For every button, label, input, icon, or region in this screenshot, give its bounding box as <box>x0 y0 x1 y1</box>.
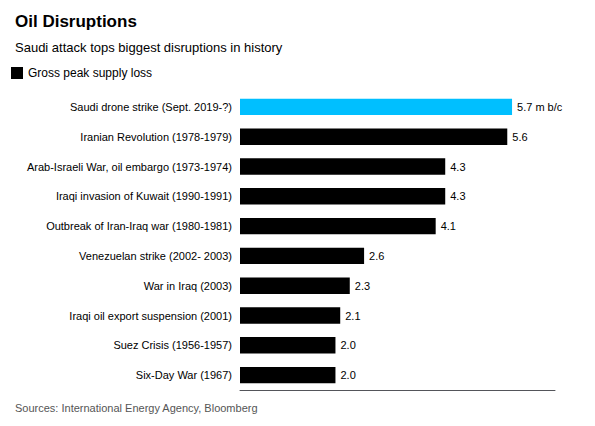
svg-text:4.3: 4.3 <box>450 190 465 202</box>
svg-text:Venezuelan strike (2002- 2003): Venezuelan strike (2002- 2003) <box>79 250 232 262</box>
svg-text:Outbreak of Iran-Iraq war (198: Outbreak of Iran-Iraq war (1980-1981) <box>46 220 232 232</box>
svg-text:4.1: 4.1 <box>441 220 456 232</box>
svg-text:Saudi drone strike (Sept. 2019: Saudi drone strike (Sept. 2019-?) <box>70 101 232 113</box>
svg-text:Suez Crisis (1956-1957): Suez Crisis (1956-1957) <box>113 339 232 351</box>
svg-text:5.6: 5.6 <box>512 131 527 143</box>
svg-text:Iraqi invasion of Kuwait (1990: Iraqi invasion of Kuwait (1990-1991) <box>56 190 232 202</box>
svg-text:4.3: 4.3 <box>450 161 465 173</box>
svg-text:Six-Day War (1967): Six-Day War (1967) <box>136 369 232 381</box>
svg-text:Iraqi oil export suspension (2: Iraqi oil export suspension (2001) <box>69 310 232 322</box>
svg-text:5.7 m b/c: 5.7 m b/c <box>517 101 563 113</box>
svg-text:2.1: 2.1 <box>345 310 360 322</box>
svg-text:Gross peak supply loss: Gross peak supply loss <box>28 66 152 80</box>
svg-text:Saudi attack tops biggest disr: Saudi attack tops biggest disruptions in… <box>15 40 283 55</box>
svg-text:2.0: 2.0 <box>340 369 355 381</box>
svg-text:Iranian Revolution (1978-1979): Iranian Revolution (1978-1979) <box>80 131 232 143</box>
svg-text:2.3: 2.3 <box>355 280 370 292</box>
svg-text:Oil Disruptions: Oil Disruptions <box>15 12 137 31</box>
svg-text:Arab-Israeli War, oil embargo: Arab-Israeli War, oil embargo (1973-1974… <box>27 161 232 173</box>
svg-text:War in Iraq (2003): War in Iraq (2003) <box>144 280 232 292</box>
svg-text:2.6: 2.6 <box>369 250 384 262</box>
svg-text:Sources: International Energy: Sources: International Energy Agency, Bl… <box>15 402 258 414</box>
svg-text:2.0: 2.0 <box>340 339 355 351</box>
